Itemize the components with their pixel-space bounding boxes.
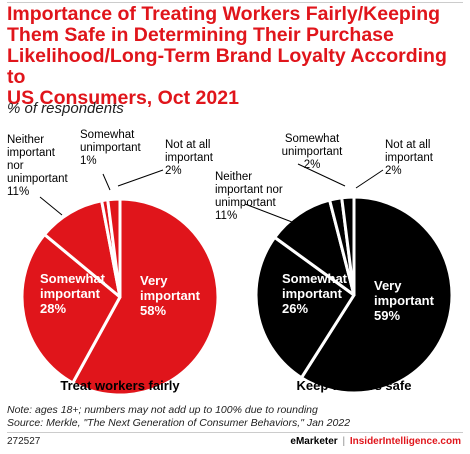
pie-chart-treat-workers-fairly: Very important 58% Somewhat important 28% Neit… <box>7 129 220 397</box>
pie-slice-somewhat-important <box>254 235 356 380</box>
pie-slice-very-important <box>71 197 220 397</box>
pie-slice-somewhat-important <box>20 233 122 385</box>
leader-line-somewhat-unimportant <box>297 163 346 187</box>
slice-label-somewhat-important: Somewhat important 28% <box>40 271 106 316</box>
pie-charts: Very important 58% Somewhat important 28% Neit… <box>7 129 454 397</box>
slice-label-very-important: Very important 58% <box>140 273 201 318</box>
top-rule <box>7 2 463 3</box>
leader-line-not-at-all-important <box>355 169 384 189</box>
emarketer-logo: eMarketer <box>290 436 338 447</box>
pie-slice-very-important <box>299 195 454 395</box>
footer-rule <box>7 432 463 433</box>
chart-id: 272527 <box>7 436 41 447</box>
brand-separator: | <box>342 436 346 447</box>
slice-label-somewhat-unimportant: Somewhat unimportant 2% <box>282 133 344 171</box>
source-text: Source: Merkle, "The Next Generation of … <box>7 417 351 429</box>
pie-slice-not-at-all-important <box>340 195 356 297</box>
insider-intelligence-logo: InsiderIntelligence.com <box>349 436 461 447</box>
pie-chart-keep-workers-safe: Very important 59% Somewhat important 26% Neit… <box>215 133 454 395</box>
leader-line-not-at-all-important <box>117 169 164 187</box>
slice-label-neither-important-nor-unimportant: Neither important nor unimportant 11% <box>7 134 69 198</box>
pie-slice-not-at-all-important <box>106 197 122 299</box>
leader-line-neither-important-nor-unimportant <box>39 196 63 216</box>
slice-label-somewhat-important: Somewhat important 26% <box>282 271 348 316</box>
slice-label-not-at-all-important: Not at all important 2% <box>385 139 434 177</box>
pie-title-treat-workers-fairly: Treat workers fairly <box>60 378 180 393</box>
chart-notes: Note: ages 18+; numbers may not add up t… <box>7 404 350 430</box>
slice-label-neither-important-nor-unimportant: Neither important nor unimportant 11% <box>215 171 283 222</box>
slice-label-somewhat-unimportant: Somewhat unimportant 1% <box>80 129 142 167</box>
leader-line-somewhat-unimportant <box>102 173 111 191</box>
slice-label-not-at-all-important: Not at all important 2% <box>165 139 214 177</box>
slice-label-very-important: Very important 59% <box>374 278 435 323</box>
brand-credit: eMarketer | InsiderIntelligence.com <box>290 436 461 447</box>
chart-subtitle: % of respondents <box>7 100 124 117</box>
chart-title: Importance of Treating Workers Fairly/Ke… <box>7 3 447 109</box>
note-text: Note: ages 18+; numbers may not add up t… <box>7 404 318 416</box>
leader-line-neither-important-nor-unimportant <box>244 203 293 223</box>
pie-title-keep-workers-safe: Keep workers safe <box>297 378 412 393</box>
